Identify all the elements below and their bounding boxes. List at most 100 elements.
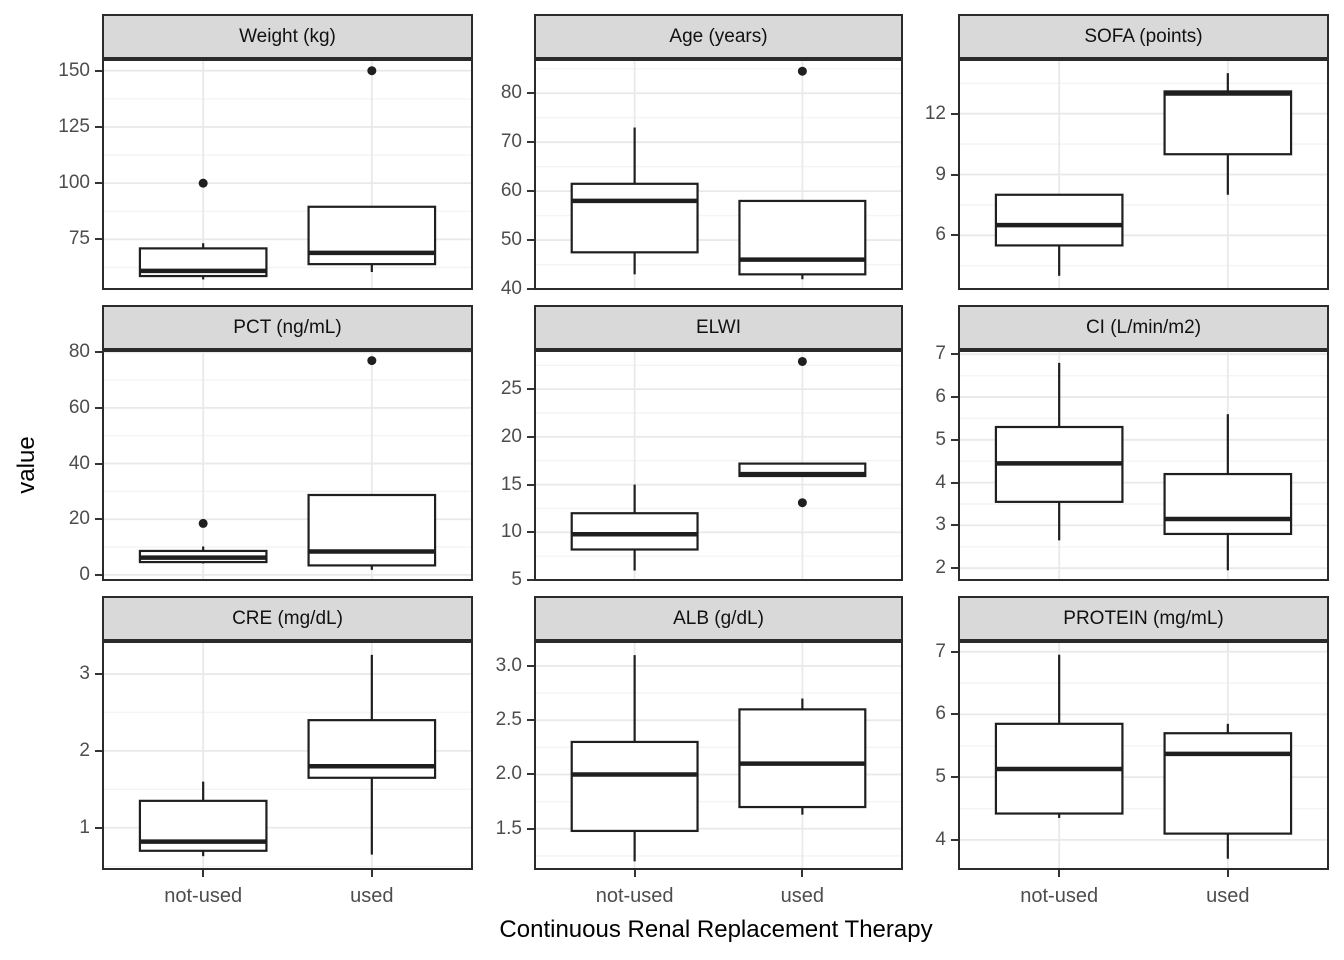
y-tick-label: 40: [500, 278, 522, 300]
y-tick-mark: [951, 713, 958, 716]
y-tick-mark: [527, 239, 534, 242]
outlier-point: [198, 518, 208, 528]
y-tick-mark: [527, 483, 534, 486]
x-category-label: used: [780, 885, 825, 907]
x-category-label: used: [1206, 885, 1250, 907]
boxplot-used: [1163, 723, 1293, 859]
panel-border: [102, 59, 473, 290]
x-category-label: not-used: [1020, 885, 1099, 907]
y-tick-mark: [527, 388, 534, 391]
y-tick-mark: [527, 435, 534, 438]
y-tick-mark: [951, 173, 958, 176]
iqr-box: [738, 199, 867, 276]
boxplot-used: [738, 356, 867, 508]
facet-strip: SOFA (points): [958, 14, 1329, 59]
x-tick-mark: [1226, 870, 1229, 877]
y-tick-mark: [951, 438, 958, 441]
x-tick-mark: [370, 870, 373, 877]
y-tick-mark: [95, 826, 102, 829]
y-tick-mark: [951, 234, 958, 237]
facet-panel-plot-area: [958, 350, 1329, 581]
facet-panel-plot-area: [958, 59, 1329, 290]
y-tick-mark: [95, 69, 102, 72]
y-tick-mark: [527, 719, 534, 722]
boxplot-used: [1163, 414, 1293, 571]
panel-border: [534, 350, 903, 581]
y-tick-mark: [951, 353, 958, 356]
boxplot-not-used: [138, 178, 268, 280]
facet-panel-plot-area: [534, 350, 903, 581]
facet-strip: ELWI: [534, 305, 903, 350]
outlier-point: [198, 178, 208, 188]
y-tick-label: 2: [79, 739, 90, 761]
facet-strip-title: Weight (kg): [239, 25, 336, 47]
outlier-point: [797, 66, 807, 76]
x-category-label: used: [350, 885, 394, 907]
panel-border: [958, 641, 1329, 870]
facet-panel-plot-area: [534, 59, 903, 290]
y-tick-mark: [527, 773, 534, 776]
y-tick-label: 125: [58, 115, 90, 137]
y-tick-mark: [95, 125, 102, 128]
y-tick-mark: [95, 406, 102, 409]
x-tick-mark: [1058, 870, 1061, 877]
y-tick-mark: [951, 481, 958, 484]
y-tick-label: 5: [935, 428, 946, 450]
x-category-label: not-used: [164, 885, 243, 907]
y-tick-label: 25: [500, 378, 522, 400]
iqr-box: [307, 205, 437, 266]
y-tick-label: 2: [935, 557, 946, 579]
y-tick-label: 9: [935, 163, 946, 185]
y-tick-mark: [951, 396, 958, 399]
y-tick-mark: [95, 462, 102, 465]
boxplot-not-used: [994, 193, 1124, 276]
y-tick-label: 10: [500, 521, 522, 543]
facet-strip: CRE (mg/dL): [102, 596, 473, 641]
y-tick-mark: [951, 650, 958, 653]
y-tick-mark: [527, 664, 534, 667]
boxplot-not-used: [570, 655, 699, 862]
y-tick-label: 60: [68, 396, 90, 418]
iqr-box: [1163, 90, 1293, 156]
y-tick-label: 50: [500, 229, 522, 251]
y-tick-mark: [527, 190, 534, 193]
iqr-box: [570, 512, 699, 551]
boxplot-used: [307, 654, 437, 855]
y-tick-label: 40: [68, 452, 90, 474]
boxplot-not-used: [138, 781, 268, 857]
x-tick-mark: [633, 870, 636, 877]
y-tick-label: 20: [500, 425, 522, 447]
facet-strip: PROTEIN (mg/mL): [958, 596, 1329, 641]
facet-strip-title: Age (years): [669, 25, 768, 47]
y-tick-label: 1.5: [495, 817, 522, 839]
panel-border: [534, 641, 903, 870]
boxplot-not-used: [994, 654, 1124, 818]
facet-panel-plot-area: [102, 641, 473, 870]
outlier-point: [797, 498, 807, 508]
y-tick-mark: [527, 827, 534, 830]
y-tick-label: 100: [58, 172, 90, 194]
y-tick-label: 60: [500, 180, 522, 202]
y-tick-mark: [95, 351, 102, 354]
facet-strip: PCT (ng/mL): [102, 305, 473, 350]
iqr-box: [994, 193, 1124, 247]
y-tick-label: 80: [500, 82, 522, 104]
facet-panel-plot-area: [958, 641, 1329, 870]
panel-border: [102, 641, 473, 870]
y-tick-label: 70: [500, 131, 522, 153]
iqr-box: [570, 740, 699, 833]
iqr-box: [570, 182, 699, 254]
y-tick-label: 5: [511, 569, 522, 591]
boxplot-used: [738, 698, 867, 815]
y-tick-label: 3: [935, 514, 946, 536]
y-tick-mark: [527, 288, 534, 291]
outlier-point: [367, 66, 377, 76]
iqr-box: [307, 719, 437, 779]
x-tick-mark: [801, 870, 804, 877]
y-tick-mark: [527, 531, 534, 534]
boxplot-not-used: [570, 484, 699, 571]
y-tick-mark: [95, 749, 102, 752]
y-tick-label: 4: [935, 828, 946, 850]
y-tick-label: 7: [935, 343, 946, 365]
